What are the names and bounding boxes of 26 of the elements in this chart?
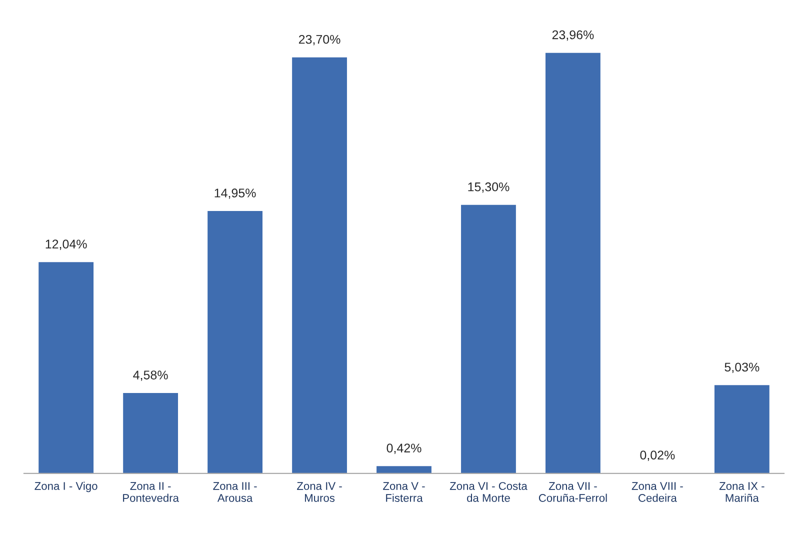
bar (376, 466, 432, 474)
data-label: 5,03% (724, 362, 760, 374)
x-tick-label: Zona III - Arousa (213, 482, 257, 502)
data-label: 0,42% (386, 444, 422, 454)
x-tick-label: Zona VI - Costa da Morte (450, 482, 528, 502)
bar (546, 52, 600, 474)
data-label: 14,95% (214, 188, 256, 199)
bar (208, 210, 262, 474)
data-label: 23,96% (552, 30, 594, 41)
x-tick-label: Zona VIII - Cedeira (632, 482, 683, 502)
x-tick-label: Zona II - Pontevedra (123, 482, 179, 502)
bar (292, 57, 347, 474)
bar (38, 262, 94, 474)
data-label: 4,58% (133, 370, 168, 381)
data-label: 12,04% (46, 240, 87, 250)
x-tick-label: Zona IX - Mariña (719, 482, 764, 502)
x-tick-label: Zona IV - Muros (297, 482, 342, 502)
bar (714, 385, 770, 474)
x-tick-label: Zona V - Fisterra (383, 482, 425, 502)
x-tick-label: Zona VII - Coruña-Ferrol (538, 482, 607, 502)
data-label: 15,30% (468, 182, 510, 193)
x-tick-label: Zona I - Vigo (34, 482, 98, 492)
data-label: 0,02% (640, 450, 675, 461)
bar (461, 204, 516, 474)
data-label: 23,70% (298, 34, 340, 46)
bar (123, 393, 178, 474)
